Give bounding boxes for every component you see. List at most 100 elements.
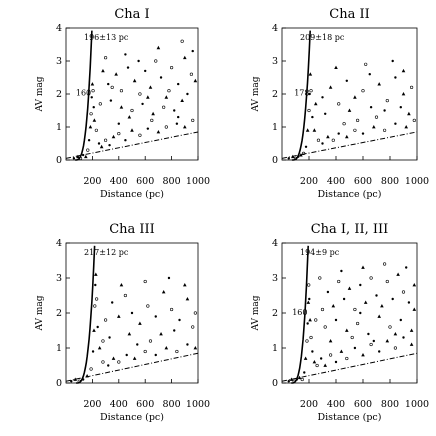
data-point	[175, 122, 179, 125]
y-tick-label: 0	[272, 155, 278, 166]
data-point	[345, 134, 349, 139]
data-point	[291, 154, 295, 159]
data-point	[396, 272, 400, 276]
data-point	[337, 102, 341, 106]
x-tick-label: 1000	[186, 399, 210, 410]
data-point	[299, 153, 303, 157]
data-point	[329, 353, 333, 357]
data-point	[307, 283, 311, 287]
fit-curve	[76, 245, 96, 384]
panel-title: Cha I	[114, 7, 149, 22]
data-point	[385, 339, 390, 343]
step-annotation: 178	[294, 89, 309, 98]
data-point	[347, 286, 352, 290]
data-point	[177, 115, 180, 119]
trend-line	[65, 131, 199, 159]
data-point	[353, 95, 357, 99]
y-tick-label: 4	[56, 238, 62, 249]
data-point	[412, 283, 417, 287]
data-point	[90, 96, 93, 99]
data-point	[306, 322, 309, 325]
data-point	[350, 335, 354, 340]
x-axis-label: Distance (pc)	[318, 412, 382, 423]
data-point	[323, 325, 327, 329]
data-point	[374, 115, 379, 119]
data-point	[361, 353, 365, 357]
data-point	[321, 96, 324, 99]
x-tick-label: 1000	[405, 176, 429, 187]
data-point	[111, 301, 114, 304]
data-point	[154, 315, 157, 318]
data-point	[372, 125, 376, 129]
data-point	[401, 92, 406, 96]
data-point	[111, 134, 116, 139]
data-point	[90, 82, 95, 86]
data-point	[123, 293, 127, 298]
data-point	[117, 360, 121, 364]
data-point	[412, 118, 416, 122]
data-point	[111, 356, 116, 360]
y-tick-label: 3	[56, 56, 62, 67]
x-tick-label: 1000	[405, 399, 429, 410]
data-point	[353, 307, 357, 312]
y-tick-label: 1	[272, 122, 278, 133]
y-axis-label: AV mag	[35, 76, 45, 112]
x-axis-label: Distance (pc)	[318, 189, 382, 200]
data-point	[130, 311, 134, 315]
y-axis-label: AV mag	[35, 295, 45, 331]
data-point	[383, 109, 386, 112]
distance-annotation: 209±18 pc	[300, 33, 345, 42]
distance-annotation: 217±12 pc	[84, 248, 129, 257]
data-point	[311, 350, 314, 353]
data-point	[146, 304, 150, 308]
y-tick-label: 4	[56, 23, 62, 34]
data-point	[103, 56, 108, 60]
y-tick-label: 2	[56, 308, 62, 319]
data-point	[383, 128, 387, 132]
data-point	[103, 138, 108, 142]
data-point	[361, 89, 365, 93]
data-point	[127, 332, 132, 336]
data-point	[356, 118, 360, 122]
data-point	[114, 72, 118, 76]
data-point	[177, 82, 180, 86]
data-point	[405, 266, 408, 269]
data-point	[84, 154, 88, 159]
data-point	[303, 371, 306, 374]
data-point	[109, 99, 113, 102]
data-point	[81, 378, 85, 381]
data-point	[98, 102, 102, 106]
data-point	[151, 111, 155, 116]
y-tick-label: 1	[56, 122, 62, 133]
data-point	[409, 342, 414, 346]
data-point	[289, 377, 294, 381]
data-point	[331, 138, 335, 142]
data-point	[377, 314, 381, 318]
data-point	[402, 336, 405, 339]
data-point	[162, 105, 166, 109]
data-point	[117, 314, 121, 318]
data-point	[394, 76, 397, 79]
data-point	[138, 92, 142, 96]
x-tick-label: 800	[163, 176, 181, 187]
data-point	[308, 297, 311, 301]
data-point	[93, 304, 97, 308]
data-point	[183, 283, 187, 287]
data-point	[180, 98, 184, 102]
data-point	[309, 335, 313, 340]
data-point	[164, 95, 169, 99]
panel-title: Cha III	[109, 222, 155, 237]
trend-line	[281, 352, 418, 382]
data-point	[409, 328, 414, 332]
data-point	[91, 89, 95, 93]
data-point	[99, 144, 104, 149]
data-point	[173, 329, 176, 332]
data-point	[313, 101, 318, 106]
data-point	[328, 339, 333, 343]
data-point	[393, 332, 398, 336]
data-point	[178, 318, 181, 322]
data-point	[92, 328, 96, 332]
data-point	[77, 379, 81, 383]
